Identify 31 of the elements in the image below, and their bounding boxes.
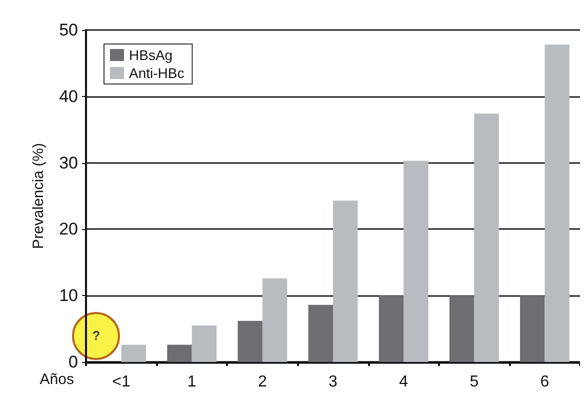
y-tick-label: 50	[59, 20, 78, 40]
bar	[192, 325, 217, 362]
bar	[449, 296, 474, 362]
y-tick-label: 30	[59, 153, 78, 172]
x-tick-label: 6	[540, 374, 550, 390]
bar	[520, 296, 545, 362]
bar	[333, 200, 358, 362]
y-tick-label: 10	[59, 286, 78, 306]
bar	[167, 344, 192, 362]
y-tick-label: 40	[59, 86, 78, 106]
bar	[308, 304, 333, 362]
y-tick-label: 0	[68, 352, 78, 372]
y-axis-title: Prevalencia (%)	[30, 143, 47, 249]
x-tick-label: 2	[258, 374, 267, 390]
bar	[121, 344, 146, 362]
bar	[544, 44, 570, 362]
y-tick-label: 20	[59, 220, 78, 239]
x-tick-label: 1	[187, 374, 196, 390]
bar	[378, 296, 404, 362]
bar	[262, 278, 288, 362]
bar	[474, 114, 499, 362]
bar	[238, 320, 262, 362]
legend-label: HBsAg	[129, 47, 173, 63]
x-tick-label: 3	[328, 374, 338, 390]
x-axis-title: Años	[40, 371, 74, 388]
x-tick-label: <1	[112, 374, 131, 390]
x-tick-label: 4	[399, 374, 408, 390]
legend-label: Anti-HBc	[129, 65, 184, 81]
annotation: ?	[91, 328, 102, 343]
x-tick-label: 5	[470, 374, 479, 390]
bar	[404, 160, 428, 362]
